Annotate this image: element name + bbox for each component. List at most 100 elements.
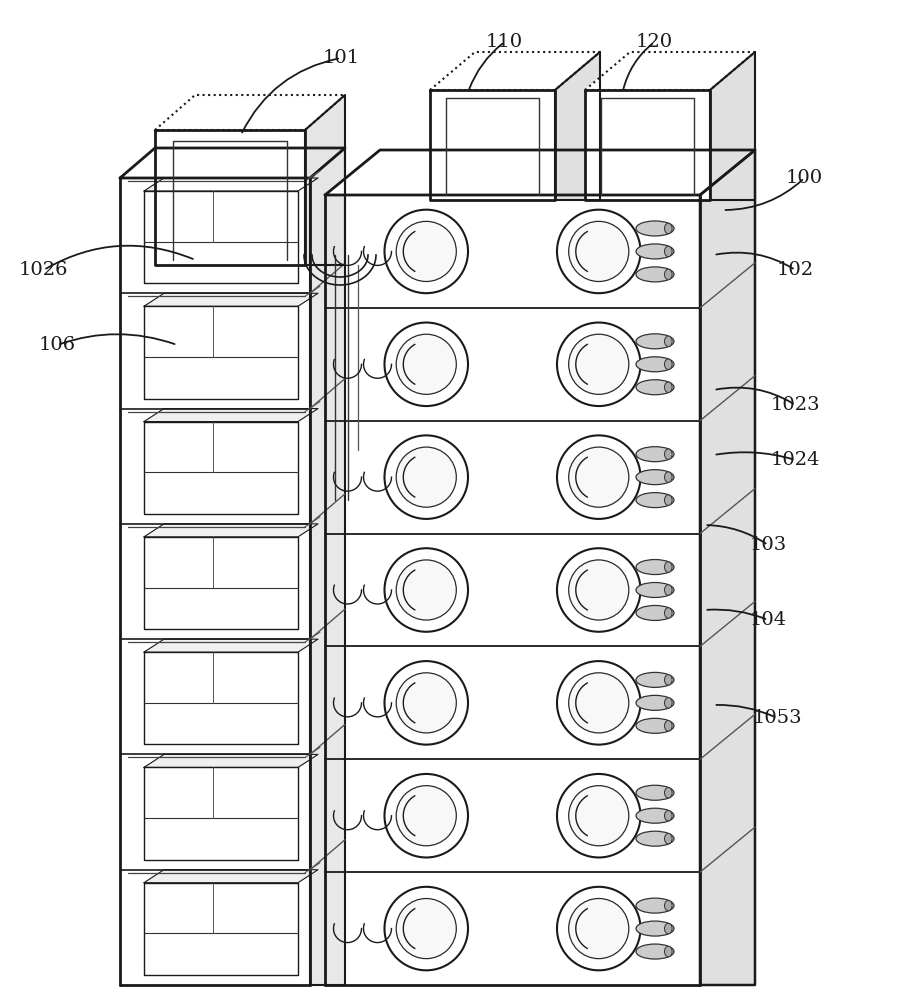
Ellipse shape <box>664 787 672 798</box>
Circle shape <box>396 560 456 620</box>
Polygon shape <box>144 409 318 422</box>
Polygon shape <box>417 598 435 612</box>
Circle shape <box>557 774 641 857</box>
Polygon shape <box>155 130 305 265</box>
Circle shape <box>396 786 456 846</box>
Ellipse shape <box>636 560 674 575</box>
Circle shape <box>569 673 629 733</box>
Polygon shape <box>305 95 345 265</box>
Ellipse shape <box>664 923 672 934</box>
Ellipse shape <box>636 831 674 846</box>
Polygon shape <box>144 293 318 306</box>
Polygon shape <box>589 373 608 386</box>
Circle shape <box>396 899 456 959</box>
Circle shape <box>396 447 456 507</box>
Text: 1053: 1053 <box>753 709 802 727</box>
Polygon shape <box>144 191 298 283</box>
Ellipse shape <box>664 449 672 459</box>
Ellipse shape <box>636 898 674 913</box>
Circle shape <box>569 221 629 281</box>
Ellipse shape <box>664 810 672 821</box>
Polygon shape <box>589 824 608 837</box>
Circle shape <box>569 560 629 620</box>
Ellipse shape <box>664 472 672 482</box>
Ellipse shape <box>636 267 674 282</box>
Ellipse shape <box>636 605 674 620</box>
Circle shape <box>396 334 456 394</box>
Circle shape <box>557 548 641 632</box>
Ellipse shape <box>664 223 672 234</box>
Polygon shape <box>700 150 755 985</box>
Text: 1024: 1024 <box>771 451 820 469</box>
Ellipse shape <box>636 718 674 733</box>
Polygon shape <box>589 485 608 499</box>
Text: 100: 100 <box>786 169 823 187</box>
Ellipse shape <box>664 946 672 957</box>
Polygon shape <box>710 52 755 200</box>
Ellipse shape <box>664 608 672 618</box>
Circle shape <box>385 210 468 293</box>
Ellipse shape <box>636 944 674 959</box>
Circle shape <box>385 435 468 519</box>
Polygon shape <box>144 306 298 399</box>
Text: 101: 101 <box>323 49 359 67</box>
Polygon shape <box>585 52 755 90</box>
Polygon shape <box>144 754 318 767</box>
Ellipse shape <box>664 585 672 595</box>
Text: 110: 110 <box>486 33 523 51</box>
Circle shape <box>569 899 629 959</box>
Polygon shape <box>144 870 318 883</box>
Circle shape <box>385 887 468 970</box>
Circle shape <box>396 221 456 281</box>
Polygon shape <box>120 148 345 178</box>
Ellipse shape <box>636 672 674 687</box>
Polygon shape <box>155 95 345 130</box>
Ellipse shape <box>636 447 674 462</box>
Polygon shape <box>589 711 608 725</box>
Ellipse shape <box>664 900 672 911</box>
Circle shape <box>385 323 468 406</box>
Circle shape <box>385 661 468 745</box>
Polygon shape <box>144 767 298 860</box>
Ellipse shape <box>664 382 672 393</box>
Polygon shape <box>417 485 435 499</box>
Polygon shape <box>144 639 318 652</box>
Polygon shape <box>585 90 710 200</box>
Ellipse shape <box>664 562 672 572</box>
Ellipse shape <box>636 244 674 259</box>
Ellipse shape <box>636 493 674 508</box>
Polygon shape <box>417 937 435 950</box>
Text: 1026: 1026 <box>19 261 68 279</box>
Ellipse shape <box>636 470 674 485</box>
Ellipse shape <box>664 269 672 280</box>
Text: 1023: 1023 <box>771 396 820 414</box>
Text: 120: 120 <box>636 33 673 51</box>
Polygon shape <box>417 711 435 725</box>
Polygon shape <box>325 150 755 195</box>
Text: 104: 104 <box>750 611 786 629</box>
Polygon shape <box>417 260 435 273</box>
Text: 103: 103 <box>750 536 786 554</box>
Ellipse shape <box>636 582 674 597</box>
Circle shape <box>557 887 641 970</box>
Polygon shape <box>144 537 298 629</box>
Polygon shape <box>144 422 298 514</box>
Ellipse shape <box>636 808 674 823</box>
Ellipse shape <box>664 721 672 731</box>
Polygon shape <box>430 90 555 200</box>
Ellipse shape <box>636 357 674 372</box>
Ellipse shape <box>636 921 674 936</box>
Ellipse shape <box>664 698 672 708</box>
Polygon shape <box>589 937 608 950</box>
Circle shape <box>569 447 629 507</box>
Ellipse shape <box>664 336 672 347</box>
Ellipse shape <box>664 675 672 685</box>
Circle shape <box>557 661 641 745</box>
Ellipse shape <box>636 695 674 710</box>
Polygon shape <box>144 652 298 744</box>
Polygon shape <box>555 52 600 200</box>
Polygon shape <box>144 524 318 537</box>
Polygon shape <box>417 824 435 837</box>
Polygon shape <box>589 260 608 273</box>
Polygon shape <box>144 883 298 975</box>
